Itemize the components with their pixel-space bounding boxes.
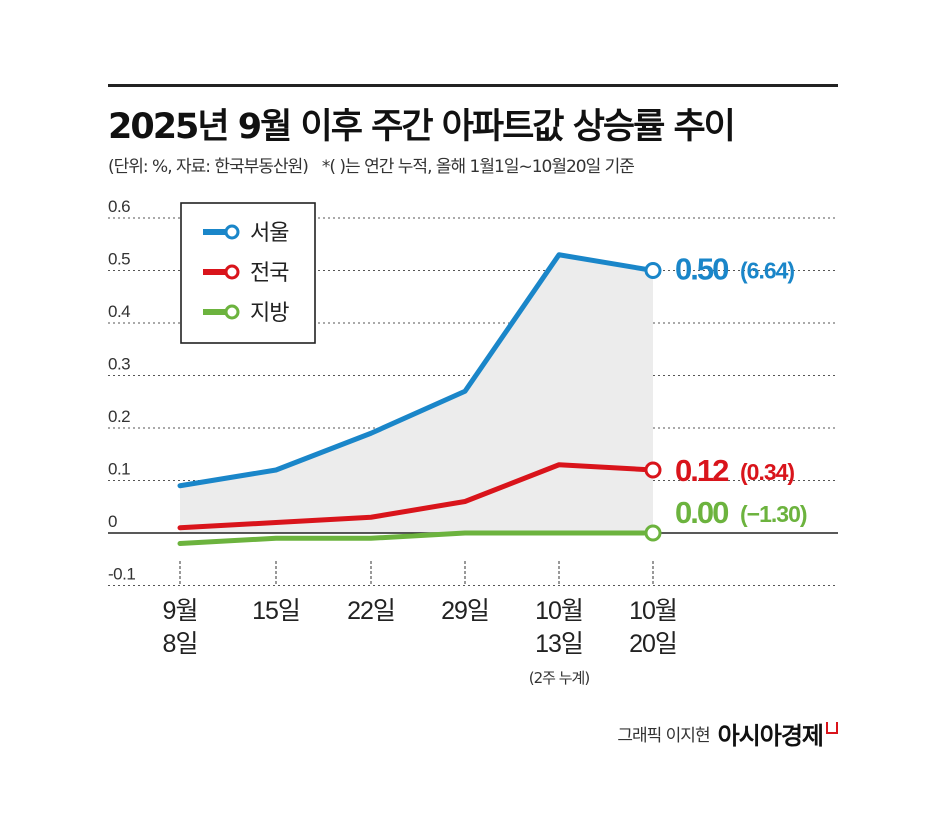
legend-marker — [224, 304, 240, 320]
y-tick-label: 0 — [108, 512, 117, 531]
y-tick-label: -0.1 — [108, 565, 135, 584]
end-cumulative-label: (0.34) — [740, 459, 794, 485]
legend-label: 서울 — [250, 221, 289, 246]
credit: 그래픽 이지현 아시아경제 — [617, 716, 838, 751]
y-tick-label: 0.6 — [108, 197, 130, 216]
x-tick-label: 13일 — [535, 630, 583, 658]
y-tick-label: 0.3 — [108, 355, 130, 374]
y-tick-label: 0.4 — [108, 302, 130, 321]
end-value-label: 0.50 — [675, 252, 728, 287]
end-cumulative-label: (6.64) — [740, 258, 794, 284]
title-rule — [108, 84, 838, 87]
x-tick-label: 15일 — [252, 597, 300, 625]
unit-source-note: (단위: %, 자료: 한국부동산원) — [108, 157, 309, 177]
series-line-지방 — [177, 530, 656, 546]
brand-mark-icon — [826, 721, 838, 734]
legend-label: 지방 — [250, 301, 289, 326]
x-tick-label: 22일 — [347, 597, 395, 625]
end-value-label: 0.12 — [675, 453, 728, 488]
cumulative-note: *( )는 연간 누적, 올해 1월1일~10월20일 기준 — [321, 157, 635, 177]
chart-title: 2025년 9월 이후 주간 아파트값 상승률 추이 — [108, 107, 736, 147]
x-tick-label: 8일 — [163, 630, 198, 658]
end-marker-서울 — [644, 262, 662, 279]
chart-subtitle: (단위: %, 자료: 한국부동산원) *( )는 연간 누적, 올해 1월1일~… — [108, 152, 635, 177]
x-tick-note: (2주 누계) — [529, 669, 590, 687]
legend-marker — [224, 224, 240, 240]
x-tick-label: 9월 — [163, 597, 198, 625]
y-tick-label: 0.5 — [108, 250, 130, 269]
x-tick-label: 20일 — [629, 630, 677, 658]
legend-marker — [224, 264, 240, 280]
graphic-byline: 그래픽 이지현 — [617, 726, 710, 746]
brand-logo: 아시아경제 — [717, 722, 824, 750]
x-tick-label: 10월 — [629, 597, 677, 625]
x-tick-label: 29일 — [441, 597, 489, 625]
end-cumulative-label: (−1.30) — [740, 501, 807, 527]
series-line-전국 — [177, 462, 656, 531]
end-marker-전국 — [644, 461, 662, 479]
end-value-label: 0.00 — [675, 495, 728, 530]
x-tick-label: 10월 — [535, 597, 583, 625]
legend-box — [180, 202, 316, 344]
y-tick-label: 0.1 — [108, 460, 130, 479]
end-marker-지방 — [644, 524, 662, 542]
series-line-서울 — [177, 252, 656, 489]
legend-label: 전국 — [250, 261, 289, 286]
y-tick-label: 0.2 — [108, 407, 130, 426]
